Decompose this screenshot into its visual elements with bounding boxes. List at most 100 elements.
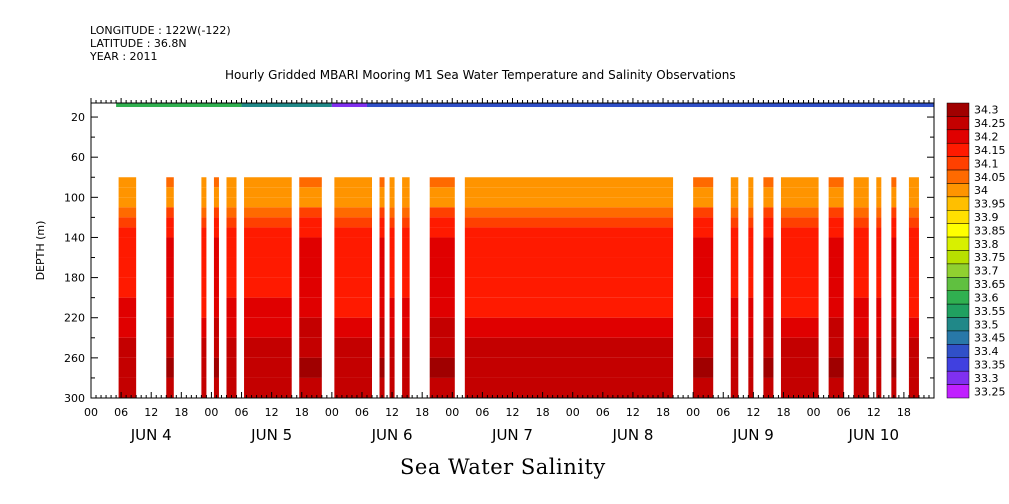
x-day-label: JUN 9 — [732, 426, 774, 444]
data-cell — [853, 177, 869, 188]
data-cell — [748, 207, 754, 218]
data-cell — [244, 337, 292, 358]
data-cell — [201, 257, 207, 278]
data-cell — [693, 177, 714, 188]
data-cell — [166, 257, 174, 278]
colorbar-swatch — [946, 183, 970, 198]
colorbar-swatch — [946, 370, 970, 385]
data-cell — [853, 227, 869, 238]
data-cell — [334, 197, 372, 208]
colorbar-swatch — [946, 102, 970, 117]
data-cell — [876, 257, 882, 278]
data-cell — [464, 177, 674, 188]
data-cell — [876, 197, 882, 208]
latitude-label: LATITUDE : 36.8N — [90, 37, 187, 50]
data-cell — [853, 317, 869, 338]
data-cell — [891, 217, 897, 228]
data-cell — [876, 227, 882, 238]
data-cell — [166, 277, 174, 298]
data-cell — [166, 357, 174, 378]
data-cell — [780, 337, 819, 358]
data-column — [166, 177, 174, 398]
data-cell — [118, 197, 137, 208]
data-cell — [891, 337, 897, 358]
data-cell — [213, 297, 219, 318]
colorbar-swatch — [946, 330, 970, 345]
y-tick-label: 140 — [64, 231, 85, 244]
data-cell — [166, 317, 174, 338]
data-cell — [201, 377, 207, 398]
colorbar-label: 33.45 — [974, 332, 1006, 345]
data-cell — [389, 337, 395, 358]
data-cell — [213, 227, 219, 238]
y-tick-label: 180 — [64, 272, 85, 285]
data-cell — [828, 357, 844, 378]
x-hour-label: 00 — [566, 406, 580, 419]
colorbar-label: 33.6 — [974, 291, 999, 304]
data-cell — [334, 207, 372, 218]
data-cell — [891, 187, 897, 198]
x-hour-label: 18 — [897, 406, 911, 419]
data-cell — [379, 187, 385, 198]
data-column — [213, 177, 219, 398]
data-cell — [226, 297, 237, 318]
colorbar-label: 33.9 — [974, 211, 999, 224]
chart-footer-label: Sea Water Salinity — [400, 455, 606, 479]
data-cell — [379, 317, 385, 338]
data-cell — [402, 187, 410, 198]
data-cell — [244, 317, 292, 338]
colorbar-swatch — [946, 277, 970, 291]
data-cell — [891, 377, 897, 398]
colorbar-label: 33.4 — [974, 345, 999, 358]
data-cell — [201, 227, 207, 238]
data-cell — [891, 197, 897, 208]
data-cell — [201, 177, 207, 188]
colorbar: 34.334.2534.234.1534.134.053433.9533.933… — [946, 102, 1006, 398]
data-cell — [828, 187, 844, 198]
data-cell — [748, 217, 754, 228]
data-cell — [780, 197, 819, 208]
data-cell — [464, 227, 674, 238]
colorbar-label: 33.85 — [974, 224, 1006, 237]
data-cell — [226, 257, 237, 278]
x-hour-label: 00 — [325, 406, 339, 419]
y-tick-label: 220 — [64, 312, 85, 325]
data-cell — [876, 187, 882, 198]
data-column — [226, 177, 237, 398]
data-cell — [828, 197, 844, 208]
data-cell — [891, 297, 897, 318]
data-cell — [118, 297, 137, 318]
data-cell — [763, 297, 774, 318]
y-tick-label: 100 — [64, 191, 85, 204]
data-cell — [429, 377, 455, 398]
data-cell — [244, 227, 292, 238]
x-hour-label: 00 — [204, 406, 218, 419]
data-column — [693, 177, 714, 398]
data-cell — [166, 297, 174, 318]
x-hour-label: 18 — [174, 406, 188, 419]
data-cell — [166, 207, 174, 218]
data-cell — [464, 277, 674, 298]
data-cell — [166, 187, 174, 198]
data-cell — [402, 227, 410, 238]
data-cell — [429, 357, 455, 378]
data-column — [853, 177, 869, 398]
data-cell — [908, 217, 919, 228]
x-hour-label: 18 — [536, 406, 550, 419]
data-cell — [379, 177, 385, 188]
data-cell — [226, 237, 237, 258]
data-cell — [748, 297, 754, 318]
data-cell — [334, 297, 372, 318]
data-cell — [244, 357, 292, 378]
x-hour-label: 12 — [265, 406, 279, 419]
data-cell — [213, 237, 219, 258]
data-cell — [118, 227, 137, 238]
data-cell — [402, 297, 410, 318]
y-tick-label: 300 — [64, 392, 85, 405]
data-cell — [693, 377, 714, 398]
data-cell — [730, 317, 739, 338]
colorbar-label: 34.1 — [974, 157, 999, 170]
data-cell — [379, 377, 385, 398]
colorbar-label: 34.3 — [974, 104, 999, 117]
data-column — [389, 177, 395, 398]
